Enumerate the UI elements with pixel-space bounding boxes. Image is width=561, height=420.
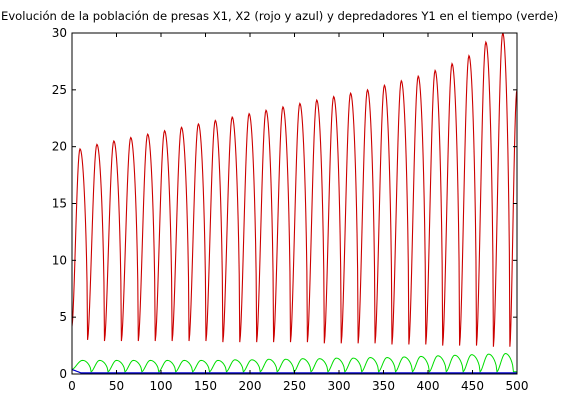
x-tick-label: 350 xyxy=(372,379,395,393)
y-tick-label: 15 xyxy=(52,197,67,211)
x-tick-label: 500 xyxy=(506,379,529,393)
plot-area xyxy=(72,33,517,374)
series-line-y1 xyxy=(72,353,517,373)
y-tick-label: 30 xyxy=(52,26,67,40)
chart-title: Evolución de la población de presas X1, … xyxy=(1,9,558,23)
x-tick-label: 300 xyxy=(328,379,351,393)
y-tick-label: 5 xyxy=(59,310,67,324)
x-tick-label: 150 xyxy=(194,379,217,393)
x-tick-label: 250 xyxy=(283,379,306,393)
x-tick-label: 200 xyxy=(239,379,262,393)
series-line-x1 xyxy=(72,33,517,347)
y-tick-label: 10 xyxy=(52,253,67,267)
x-tick-label: 400 xyxy=(417,379,440,393)
x-tick-label: 100 xyxy=(150,379,173,393)
series-layer xyxy=(72,33,517,374)
x-tick-label: 0 xyxy=(68,379,76,393)
y-tick-label: 25 xyxy=(52,83,67,97)
y-tick-label: 0 xyxy=(59,367,67,381)
series-line-x2 xyxy=(72,368,517,374)
x-tick-label: 450 xyxy=(461,379,484,393)
y-tick-label: 20 xyxy=(52,140,67,154)
axes-layer: 0 50 100 150 200 250 300 350 400 450 500 0 5 10 15 20 25… xyxy=(52,26,529,393)
x-tick-label: 50 xyxy=(109,379,124,393)
